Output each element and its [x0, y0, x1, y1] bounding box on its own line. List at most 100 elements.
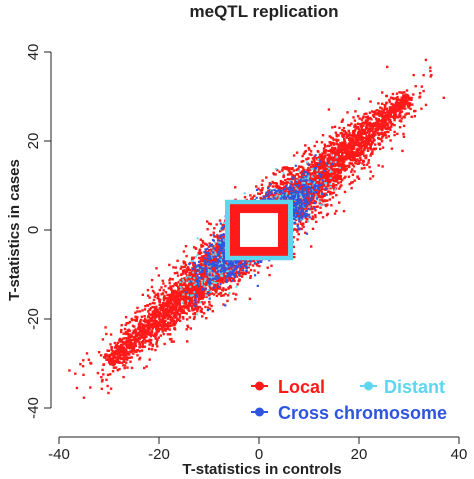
data-point [353, 179, 356, 182]
data-point [365, 122, 368, 126]
data-point [157, 324, 160, 328]
data-point [196, 310, 199, 313]
data-point [299, 222, 303, 225]
data-point [179, 267, 182, 270]
data-point [341, 129, 344, 132]
data-point [112, 366, 116, 369]
data-point [171, 292, 174, 295]
data-point [335, 140, 338, 143]
data-point [151, 344, 155, 347]
data-point [282, 174, 285, 177]
data-point [310, 217, 314, 220]
data-point [118, 337, 122, 341]
data-point [315, 177, 319, 180]
data-point [139, 319, 143, 322]
data-point [358, 131, 361, 135]
data-point [322, 185, 325, 188]
data-point [184, 263, 188, 266]
data-point [120, 328, 123, 332]
data-point [312, 158, 316, 161]
data-point [302, 159, 305, 163]
data-point [341, 120, 344, 123]
data-point [316, 205, 319, 208]
data-point [307, 193, 311, 196]
data-point [371, 110, 374, 113]
data-point [338, 187, 341, 190]
data-point [144, 341, 147, 344]
data-point [380, 138, 383, 141]
data-point [280, 193, 283, 197]
data-point [167, 312, 170, 315]
data-point [186, 318, 189, 321]
data-point [391, 92, 395, 96]
data-point [155, 324, 159, 327]
data-point [173, 272, 177, 275]
data-point [383, 131, 387, 134]
data-point [313, 144, 316, 148]
data-point [191, 256, 194, 259]
data-point [200, 292, 203, 295]
data-point [115, 361, 118, 364]
data-point [210, 260, 213, 263]
data-point [155, 327, 158, 330]
data-point [379, 106, 382, 109]
data-point [354, 139, 357, 142]
data-point [191, 261, 194, 264]
data-point [338, 169, 341, 172]
data-point [306, 198, 310, 202]
data-point [387, 113, 390, 116]
data-point [224, 277, 228, 280]
data-point [365, 137, 368, 140]
data-point [381, 126, 384, 129]
data-point [369, 100, 372, 103]
data-point [399, 114, 402, 118]
data-point [371, 133, 374, 136]
data-point [367, 161, 370, 164]
data-point [345, 144, 348, 147]
data-point [307, 182, 311, 185]
data-point [334, 152, 337, 156]
data-point [155, 340, 158, 344]
data-point [82, 396, 86, 399]
data-point [201, 264, 204, 267]
data-point [184, 296, 187, 300]
data-point [227, 277, 230, 280]
data-point [162, 315, 166, 318]
data-point [109, 373, 112, 376]
data-point [257, 187, 260, 190]
data-point [325, 175, 328, 179]
data-point [172, 266, 175, 269]
data-point [386, 110, 389, 113]
data-point [189, 268, 192, 272]
data-point [309, 166, 313, 169]
data-point [338, 126, 341, 130]
data-point [204, 305, 207, 309]
data-point [202, 241, 205, 244]
data-point [186, 266, 190, 269]
data-point [234, 298, 237, 301]
data-point [334, 131, 337, 134]
data-point [162, 282, 165, 285]
data-point [387, 125, 390, 129]
data-point [217, 292, 220, 296]
data-point [206, 275, 209, 278]
data-point [285, 166, 288, 169]
data-point [407, 95, 410, 98]
data-point [138, 337, 142, 341]
data-point [249, 268, 253, 272]
data-point [139, 334, 142, 338]
data-point [212, 244, 215, 248]
data-point [200, 263, 203, 267]
data-point [270, 264, 273, 267]
data-point [337, 134, 340, 137]
data-point [380, 140, 384, 143]
data-point [117, 348, 120, 351]
data-point [192, 273, 195, 276]
data-point [148, 308, 152, 311]
data-point [206, 277, 209, 281]
data-point [158, 299, 161, 303]
data-point [366, 147, 369, 150]
data-point [328, 135, 331, 138]
data-point [341, 118, 345, 121]
data-point [310, 178, 313, 182]
